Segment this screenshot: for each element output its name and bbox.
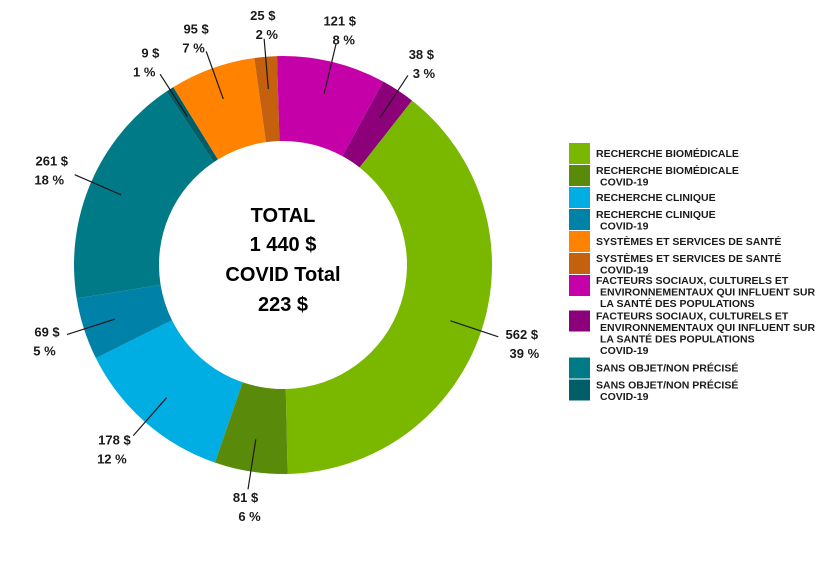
slice-pct-label-3: 1 % bbox=[133, 65, 156, 80]
slice-3 bbox=[166, 87, 218, 163]
legend-label-3-line-0: RECHERCHE CLINIQUE bbox=[596, 209, 716, 221]
legend-swatch-0 bbox=[569, 143, 590, 164]
legend-swatch-6 bbox=[569, 275, 590, 296]
slice-pct-label-8: 39 % bbox=[510, 346, 540, 361]
legend-swatch-4 bbox=[569, 231, 590, 252]
legend-label-7-line-1: ENVIRONNEMENTAUX QUI INFLUENT SUR bbox=[600, 322, 815, 334]
legend-label-6-line-0: FACTEURS SOCIAUX, CULTURELS ET bbox=[596, 275, 789, 287]
slice-labels: 178 $ 12 % 69 $ 5 % 261 $ 18 % 9 $ 1 % 95 $ 7 % 25… bbox=[33, 8, 539, 524]
legend-swatch-8 bbox=[569, 357, 590, 379]
slice-value-label-1: 69 $ bbox=[34, 324, 60, 339]
legend-label-8-line-0: SANS OBJET/NON PRÉCISÉ bbox=[596, 362, 738, 375]
legend-label-2-line-0: RECHERCHE CLINIQUE bbox=[596, 192, 716, 204]
donut-slices bbox=[74, 56, 492, 474]
slice-2 bbox=[74, 91, 214, 299]
slice-9 bbox=[214, 382, 288, 474]
legend-label-3-line-1: COVID-19 bbox=[600, 221, 649, 233]
legend-label-5-line-0: SYSTÈMES ET SERVICES DE SANTÉ bbox=[596, 252, 781, 265]
slice-0 bbox=[95, 320, 243, 463]
leader-line-1 bbox=[66, 318, 116, 336]
slice-7 bbox=[342, 81, 413, 168]
slice-pct-label-4: 7 % bbox=[182, 40, 205, 55]
slice-pct-label-5: 2 % bbox=[256, 27, 279, 42]
slice-pct-label-6: 8 % bbox=[333, 33, 356, 48]
slice-pct-label-2: 18 % bbox=[34, 172, 64, 187]
leader-line-8 bbox=[450, 320, 499, 338]
legend-label-1-line-1: COVID-19 bbox=[600, 177, 649, 189]
leader-line-2 bbox=[74, 174, 122, 196]
slice-pct-label-1: 5 % bbox=[33, 343, 56, 358]
slice-value-label-7: 38 $ bbox=[409, 47, 435, 62]
legend-swatch-9 bbox=[569, 379, 590, 401]
legend-label-7-line-3: COVID-19 bbox=[600, 345, 649, 357]
leader-line-5 bbox=[263, 38, 269, 90]
legend-swatch-1 bbox=[569, 165, 590, 186]
center-line-4: 223 $ bbox=[258, 294, 308, 316]
legend-swatch-2 bbox=[569, 187, 590, 208]
slice-4 bbox=[173, 57, 266, 160]
legend-swatch-7 bbox=[569, 310, 590, 332]
leader-line-0 bbox=[132, 397, 168, 437]
legend-label-5-line-1: COVID-19 bbox=[600, 265, 649, 277]
slice-value-label-4: 95 $ bbox=[183, 21, 209, 36]
legend-label-9-line-1: COVID-19 bbox=[600, 391, 649, 403]
leader-line-3 bbox=[159, 73, 188, 117]
center-line-1: TOTAL bbox=[251, 205, 316, 227]
slice-5 bbox=[254, 56, 280, 143]
slice-8 bbox=[285, 100, 492, 474]
slice-value-label-2: 261 $ bbox=[36, 153, 69, 168]
slice-value-label-0: 178 $ bbox=[98, 433, 131, 448]
slice-6 bbox=[277, 56, 384, 157]
legend: RECHERCHE BIOMÉDICALE RECHERCHE BIOMÉDICA… bbox=[569, 143, 815, 403]
slice-value-label-5: 25 $ bbox=[250, 8, 276, 23]
leader-line-4 bbox=[205, 51, 224, 100]
center-summary: TOTAL 1 440 $ COVID Total 223 $ bbox=[225, 205, 340, 316]
legend-label-6-line-1: ENVIRONNEMENTAUX QUI INFLUENT SUR bbox=[600, 287, 815, 299]
center-line-2: 1 440 $ bbox=[250, 234, 317, 256]
legend-label-6-line-2: LA SANTÉ DES POPULATIONS bbox=[600, 297, 755, 310]
slice-value-label-6: 121 $ bbox=[323, 14, 356, 29]
slice-pct-label-7: 3 % bbox=[413, 66, 436, 81]
slice-value-label-3: 9 $ bbox=[141, 46, 160, 61]
slice-value-label-8: 562 $ bbox=[506, 327, 539, 342]
slice-value-label-9: 81 $ bbox=[233, 490, 259, 505]
leader-lines bbox=[66, 38, 499, 490]
legend-label-1-line-0: RECHERCHE BIOMÉDICALE bbox=[596, 164, 739, 177]
leader-line-7 bbox=[379, 75, 409, 118]
legend-label-7-line-2: LA SANTÉ DES POPULATIONS bbox=[600, 333, 755, 346]
legend-label-0-line-0: RECHERCHE BIOMÉDICALE bbox=[596, 147, 739, 160]
legend-swatch-3 bbox=[569, 209, 590, 230]
legend-label-7-line-0: FACTEURS SOCIAUX, CULTURELS ET bbox=[596, 311, 789, 323]
leader-line-9 bbox=[247, 439, 257, 490]
slice-1 bbox=[76, 284, 172, 359]
center-line-3: COVID Total bbox=[225, 264, 340, 286]
legend-swatch-5 bbox=[569, 253, 590, 274]
slice-pct-label-9: 6 % bbox=[238, 509, 261, 524]
slice-pct-label-0: 12 % bbox=[97, 452, 127, 467]
legend-label-9-line-0: SANS OBJET/NON PRÉCISÉ bbox=[596, 379, 738, 392]
legend-label-4-line-0: SYSTÈMES ET SERVICES DE SANTÉ bbox=[596, 235, 781, 248]
leader-line-6 bbox=[323, 44, 337, 94]
